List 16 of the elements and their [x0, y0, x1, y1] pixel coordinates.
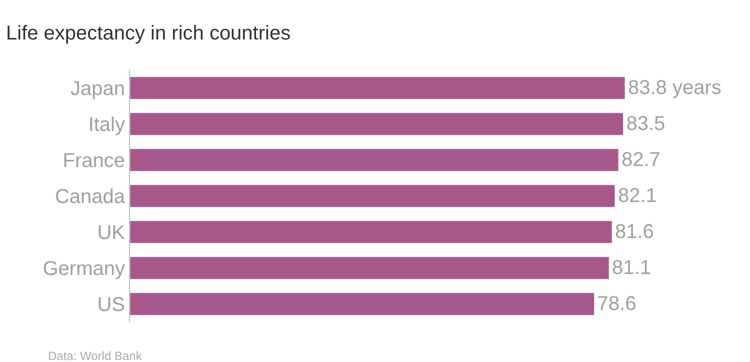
data-label: 82.7	[622, 149, 660, 171]
data-label: 81.6	[615, 221, 654, 243]
y-tick-label: US	[97, 294, 125, 316]
data-label: 78.6	[597, 293, 636, 315]
y-tick-label: Canada	[54, 186, 126, 208]
data-label: 82.1	[618, 185, 657, 207]
y-tick-label: Japan	[70, 78, 125, 100]
chart-title: Life expectancy in rich countries	[6, 22, 291, 44]
y-tick-label: Italy	[88, 114, 125, 136]
data-label: 81.1	[612, 257, 651, 279]
data-label: 83.8 years	[628, 77, 722, 99]
y-tick-label: France	[62, 150, 125, 172]
text: Data: World Bank	[48, 349, 143, 362]
y-tick-label: UK	[97, 222, 126, 244]
y-tick-label: Germany	[42, 258, 125, 280]
data-label: 83.5	[626, 113, 666, 135]
